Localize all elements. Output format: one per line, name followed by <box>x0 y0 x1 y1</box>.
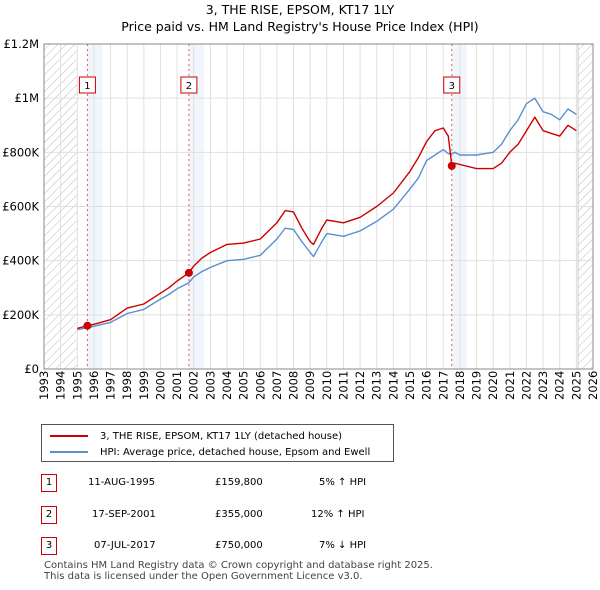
x-tick-label: 2000 <box>153 371 167 400</box>
x-tick-label: 2007 <box>270 371 284 400</box>
transaction-hpi: 7% ↓ HPI <box>319 540 367 551</box>
sale-point <box>447 161 456 170</box>
x-tick-label: 2012 <box>353 371 367 400</box>
x-tick-label: 2026 <box>586 371 600 400</box>
x-tick-label: 2017 <box>436 371 450 400</box>
transaction-price: £159,800 <box>215 477 263 488</box>
x-tick-label: 2005 <box>237 371 251 400</box>
plot-border <box>43 43 594 370</box>
chart-title: 3, THE RISE, EPSOM, KT17 1LY <box>205 2 395 17</box>
transaction-hpi: 12% ↑ HPI <box>311 509 365 520</box>
sale-marker-box <box>78 76 96 94</box>
x-tick-label: 2013 <box>370 371 384 400</box>
x-tick-label: 2021 <box>503 371 517 400</box>
sale-point <box>83 321 92 330</box>
transaction-date: 07-JUL-2017 <box>94 540 156 551</box>
legend-swatch-property <box>50 435 88 437</box>
y-tick-label: £600K <box>2 200 39 214</box>
x-tick-label: 2022 <box>519 371 533 400</box>
x-tick-label: 1993 <box>37 371 51 400</box>
sale-marker-box <box>180 76 198 94</box>
x-tick-label: 2002 <box>187 371 201 400</box>
transaction-hpi: 5% ↑ HPI <box>319 477 367 488</box>
x-tick-label: 2016 <box>420 371 434 400</box>
series-line <box>77 97 577 331</box>
series-line <box>77 116 577 330</box>
x-tick-label: 2001 <box>170 371 184 400</box>
y-tick-label: £400K <box>2 254 39 268</box>
footer-licence: This data is licensed under the Open Gov… <box>44 571 363 582</box>
y-tick-label: £1M <box>14 91 39 105</box>
x-tick-label: 2015 <box>403 371 417 400</box>
x-tick-label: 2025 <box>569 371 583 400</box>
x-tick-label: 2006 <box>253 371 267 400</box>
x-tick-label: 1999 <box>137 371 151 400</box>
x-tick-label: 2018 <box>453 371 467 400</box>
x-tick-label: 2014 <box>386 371 400 400</box>
x-tick-label: 1995 <box>70 371 84 400</box>
legend-label-property: 3, THE RISE, EPSOM, KT17 1LY (detached h… <box>100 430 343 442</box>
transaction-date: 17-SEP-2001 <box>92 509 156 520</box>
x-tick-label: 2024 <box>553 371 567 400</box>
sale-point <box>184 268 193 277</box>
transaction-badge: 3 <box>41 537 57 555</box>
chart-subtitle: Price paid vs. HM Land Registry's House … <box>121 19 479 34</box>
x-tick-label: 2008 <box>287 371 301 400</box>
y-tick-label: £200K <box>2 308 39 322</box>
x-tick-label: 2011 <box>336 371 350 400</box>
x-tick-label: 2010 <box>320 371 334 400</box>
transaction-badge: 2 <box>41 506 57 524</box>
sale-marker-label: 1 <box>84 81 90 92</box>
transaction-price: £750,000 <box>215 540 263 551</box>
transaction-price: £355,000 <box>215 509 263 520</box>
x-tick-label: 2004 <box>220 371 234 400</box>
footer-copyright: Contains HM Land Registry data © Crown c… <box>44 560 433 571</box>
x-tick-label: 2009 <box>303 371 317 400</box>
legend-label-hpi: HPI: Average price, detached house, Epso… <box>100 446 371 458</box>
legend-item-property: 3, THE RISE, EPSOM, KT17 1LY (detached h… <box>50 429 342 443</box>
legend-swatch-hpi <box>50 451 88 453</box>
y-tick-label: £800K <box>2 145 39 159</box>
x-tick-label: 2020 <box>486 371 500 400</box>
y-tick-label: £0 <box>24 362 39 376</box>
transaction-row: 3 07-JUL-2017 £750,000 7% ↓ HPI <box>41 537 521 555</box>
legend-item-hpi: HPI: Average price, detached house, Epso… <box>50 445 370 459</box>
chart-legend: 3, THE RISE, EPSOM, KT17 1LY (detached h… <box>41 424 394 462</box>
transaction-row: 1 11-AUG-1995 £159,800 5% ↑ HPI <box>41 474 521 492</box>
sale-marker-label: 3 <box>449 81 455 92</box>
transaction-date: 11-AUG-1995 <box>88 477 156 488</box>
x-tick-label: 1998 <box>120 371 134 400</box>
x-tick-label: 1996 <box>87 371 101 400</box>
transaction-badge: 1 <box>41 474 57 492</box>
sale-marker-box <box>443 76 461 94</box>
transaction-row: 2 17-SEP-2001 £355,000 12% ↑ HPI <box>41 506 521 524</box>
x-tick-label: 2023 <box>536 371 550 400</box>
x-tick-label: 2003 <box>203 371 217 400</box>
x-tick-label: 2019 <box>470 371 484 400</box>
x-tick-label: 1997 <box>104 371 118 400</box>
y-tick-label: £1.2M <box>3 37 39 51</box>
sale-marker-label: 2 <box>186 81 192 92</box>
x-tick-label: 1994 <box>54 371 68 400</box>
